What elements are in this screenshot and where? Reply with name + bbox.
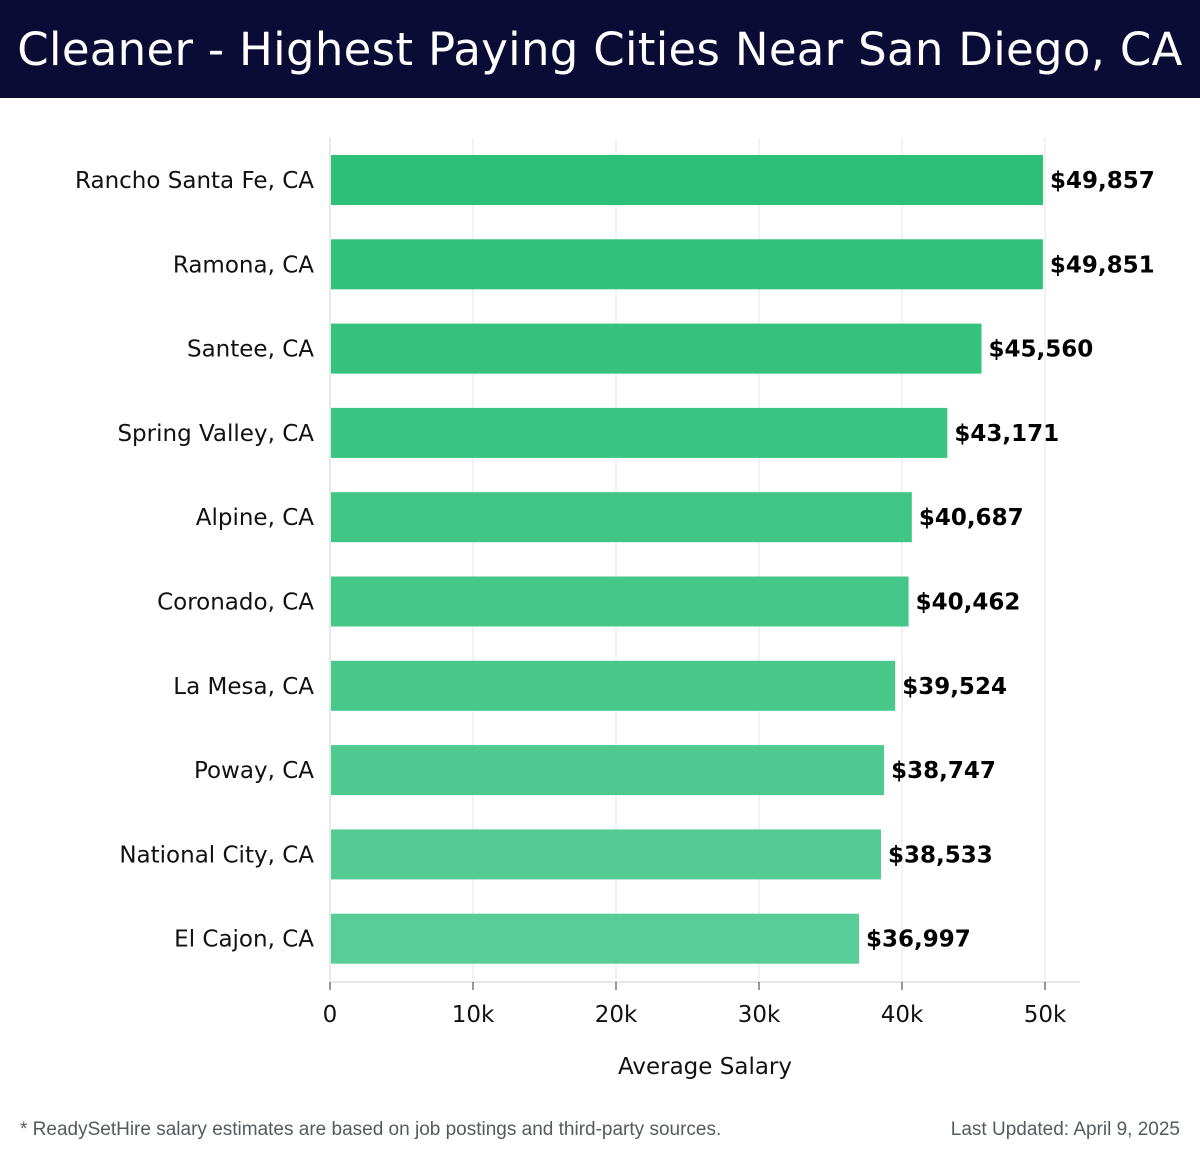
- tick-label: 0: [323, 1002, 338, 1028]
- bars: [331, 155, 1043, 964]
- x-axis-ticks: 0 10k 20k 30k 40k 50k: [323, 982, 1067, 1028]
- value-label: $39,524: [902, 674, 1007, 700]
- value-label: $49,857: [1050, 168, 1155, 194]
- last-updated: Last Updated: April 9, 2025: [950, 1119, 1180, 1140]
- tick-label: 50k: [1024, 1002, 1067, 1028]
- bar: [331, 576, 909, 627]
- value-label: $40,462: [916, 590, 1021, 616]
- category-label: Santee, CA: [187, 337, 314, 363]
- category-label: El Cajon, CA: [174, 927, 314, 953]
- category-label: Rancho Santa Fe, CA: [75, 168, 314, 194]
- x-axis-title: Average Salary: [618, 1054, 792, 1080]
- bar: [331, 155, 1043, 205]
- tick-label: 20k: [595, 1002, 638, 1028]
- tick-label: 10k: [452, 1002, 495, 1028]
- value-label: $40,687: [919, 505, 1024, 531]
- category-label: Poway, CA: [194, 758, 314, 784]
- footer-note: * ReadySetHire salary estimates are base…: [20, 1119, 722, 1140]
- value-label: $38,747: [891, 758, 996, 784]
- value-labels: $49,857 $49,851 $45,560 $43,171 $40,687 $40,4…: [866, 168, 1155, 953]
- bar: [331, 745, 885, 796]
- bar: [331, 492, 912, 543]
- value-label: $49,851: [1050, 252, 1155, 278]
- category-label: Alpine, CA: [196, 505, 315, 531]
- bar: [331, 660, 896, 711]
- tick-label: 30k: [738, 1002, 781, 1028]
- category-label: National City, CA: [119, 842, 314, 868]
- value-label: $38,533: [888, 842, 993, 868]
- value-label: $45,560: [989, 337, 1094, 363]
- tick-label: 40k: [881, 1002, 924, 1028]
- header-bar: Cleaner - Highest Paying Cities Near San…: [0, 0, 1200, 98]
- bar: [331, 407, 948, 458]
- value-label: $36,997: [866, 927, 971, 953]
- category-label: Coronado, CA: [157, 590, 314, 616]
- bar: [331, 239, 1043, 290]
- value-label: $43,171: [954, 421, 1059, 447]
- category-label: Ramona, CA: [173, 252, 314, 278]
- page-title: Cleaner - Highest Paying Cities Near San…: [17, 22, 1183, 76]
- bar: [331, 913, 860, 964]
- category-labels: Rancho Santa Fe, CA Ramona, CA Santee, CA S…: [75, 168, 314, 953]
- category-label: Spring Valley, CA: [117, 421, 314, 447]
- salary-bar-chart: Rancho Santa Fe, CA Ramona, CA Santee, CA S…: [75, 138, 1155, 1080]
- bar: [331, 323, 982, 374]
- bar: [331, 829, 882, 880]
- category-label: La Mesa, CA: [173, 674, 314, 700]
